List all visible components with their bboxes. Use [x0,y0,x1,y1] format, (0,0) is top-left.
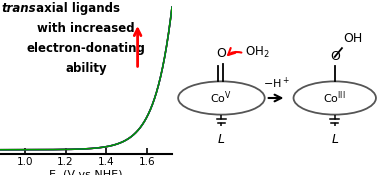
Text: L: L [331,133,338,146]
X-axis label: E  (V vs NHE): E (V vs NHE) [49,170,123,175]
Text: Co$^{\mathsf{III}}$: Co$^{\mathsf{III}}$ [323,90,346,106]
Text: OH$_2$: OH$_2$ [245,45,270,60]
Text: L: L [218,133,225,146]
Text: axial ligands: axial ligands [32,2,120,15]
Text: electron-donating: electron-donating [26,42,146,55]
Text: O: O [330,50,340,63]
Text: $-\mathsf{H}^+$: $-\mathsf{H}^+$ [263,76,290,91]
Text: OH: OH [343,32,362,45]
Text: with increased: with increased [37,22,135,34]
Text: O: O [217,47,226,60]
Text: Co$^{\mathsf{V}}$: Co$^{\mathsf{V}}$ [211,90,232,106]
Text: ability: ability [65,62,107,75]
Text: trans: trans [2,2,36,15]
